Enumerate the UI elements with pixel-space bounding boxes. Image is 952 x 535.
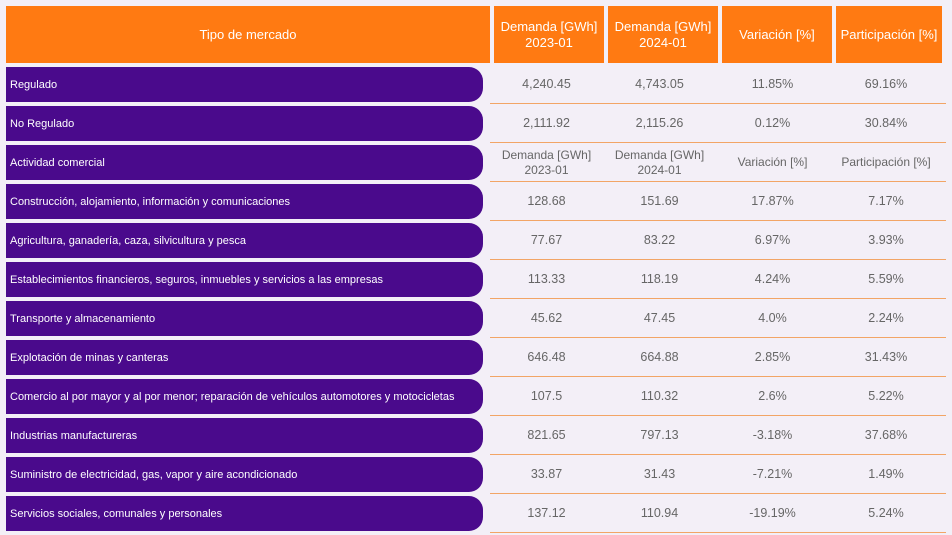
cell-variacion: 2.6% — [758, 389, 787, 403]
header-demanda-2023[interactable]: Demanda [GWh] 2023-01 — [494, 6, 604, 63]
row-label: Agricultura, ganadería, caza, silvicultu… — [6, 223, 483, 258]
cell-participacion: 1.49% — [868, 467, 904, 481]
cell-participacion: 31.43% — [864, 350, 908, 364]
cell-participacion: 5.22% — [868, 389, 904, 403]
cell-variacion: 4.0% — [758, 311, 787, 325]
cell-demanda-2024: 31.43 — [643, 467, 676, 481]
table-row: Construcción, alojamiento, información y… — [6, 184, 946, 221]
table-row: Suministro de electricidad, gas, vapor y… — [6, 457, 946, 494]
market-demand-table: Tipo de mercado Demanda [GWh] 2023-01 De… — [6, 6, 946, 535]
row-label: Servicios sociales, comunales y personal… — [6, 496, 483, 531]
cell-demanda-2024: 47.45 — [643, 311, 676, 325]
cell-demanda-2023: 2,111.92 — [523, 116, 570, 130]
table-row: Comercio al por mayor y al por menor; re… — [6, 379, 946, 416]
cell-participacion: 3.93% — [868, 233, 904, 247]
cell-demanda-2024: 118.19 — [640, 272, 679, 286]
row-label: No Regulado — [6, 106, 483, 141]
subheader-demanda-2024: Demanda [GWh] 2024-01 — [614, 147, 705, 177]
row-label: Suministro de electricidad, gas, vapor y… — [6, 457, 483, 492]
cell-demanda-2024: 664.88 — [640, 350, 679, 364]
table-subheader-row: Actividad comercial Demanda [GWh] 2023-0… — [6, 145, 946, 182]
cell-variacion: -3.18% — [752, 428, 793, 442]
table-row: Industrias manufactureras 821.65 797.13 … — [6, 418, 946, 455]
row-label: Construcción, alojamiento, información y… — [6, 184, 483, 219]
cell-participacion: 5.24% — [868, 506, 904, 520]
row-label: Transporte y almacenamiento — [6, 301, 483, 336]
cell-variacion: 0.12% — [754, 116, 791, 130]
cell-participacion: 37.68% — [864, 428, 908, 442]
cell-demanda-2024: 151.69 — [640, 194, 679, 208]
cell-variacion: -19.19% — [749, 506, 796, 520]
cell-demanda-2023: 821.65 — [527, 428, 566, 442]
cell-demanda-2023: 113.33 — [527, 272, 566, 286]
table-row: Regulado 4,240.45 4,743.05 11.85% 69.16% — [6, 67, 946, 104]
cell-demanda-2023: 646.48 — [527, 350, 566, 364]
header-participacion[interactable]: Participación [%] — [836, 6, 942, 63]
row-label: Comercio al por mayor y al por menor; re… — [6, 379, 483, 414]
cell-variacion: -7.21% — [752, 467, 793, 481]
table-header: Tipo de mercado Demanda [GWh] 2023-01 De… — [6, 6, 946, 63]
cell-demanda-2024: 4,743.05 — [635, 77, 684, 91]
row-label: Industrias manufactureras — [6, 418, 483, 453]
subheader-variacion: Variación [%] — [737, 155, 808, 169]
cell-participacion: 69.16% — [864, 77, 908, 91]
cell-participacion: 7.17% — [868, 194, 904, 208]
subheader-demanda-2023: Demanda [GWh] 2023-01 — [501, 147, 592, 177]
cell-variacion: 2.85% — [754, 350, 791, 364]
cell-demanda-2024: 797.13 — [640, 428, 679, 442]
row-label: Explotación de minas y canteras — [6, 340, 483, 375]
table-row: Establecimientos financieros, seguros, i… — [6, 262, 946, 299]
cell-demanda-2023: 107.5 — [530, 389, 563, 403]
table-row: Transporte y almacenamiento 45.62 47.45 … — [6, 301, 946, 338]
cell-demanda-2023: 4,240.45 — [522, 77, 571, 91]
table-row: Explotación de minas y canteras 646.48 6… — [6, 340, 946, 377]
cell-demanda-2023: 128.68 — [527, 194, 566, 208]
cell-variacion: 11.85% — [751, 77, 794, 91]
subheader-participacion: Participación [%] — [841, 155, 931, 169]
header-demanda-2024[interactable]: Demanda [GWh] 2024-01 — [608, 6, 718, 63]
cell-participacion: 5.59% — [868, 272, 904, 286]
row-label: Regulado — [6, 67, 483, 102]
cell-demanda-2023: 77.67 — [530, 233, 563, 247]
cell-demanda-2024: 83.22 — [643, 233, 676, 247]
row-label: Actividad comercial — [6, 145, 483, 180]
cell-demanda-2023: 33.87 — [530, 467, 563, 481]
header-tipo-mercado[interactable]: Tipo de mercado — [6, 6, 490, 63]
cell-variacion: 6.97% — [754, 233, 791, 247]
cell-demanda-2024: 2,115.26 — [635, 116, 684, 130]
table-row: Agricultura, ganadería, caza, silvicultu… — [6, 223, 946, 260]
cell-demanda-2023: 45.62 — [530, 311, 563, 325]
cell-demanda-2023: 137.12 — [527, 506, 566, 520]
row-label: Establecimientos financieros, seguros, i… — [6, 262, 483, 297]
table-row: Servicios sociales, comunales y personal… — [6, 496, 946, 533]
table-row: No Regulado 2,111.92 2,115.26 0.12% 30.8… — [6, 106, 946, 143]
cell-participacion: 2.24% — [868, 311, 904, 325]
cell-variacion: 17.87% — [751, 194, 794, 208]
cell-demanda-2024: 110.32 — [640, 389, 679, 403]
cell-participacion: 30.84% — [864, 116, 908, 130]
header-variacion[interactable]: Variación [%] — [722, 6, 832, 63]
cell-variacion: 4.24% — [754, 272, 791, 286]
cell-demanda-2024: 110.94 — [640, 506, 679, 520]
